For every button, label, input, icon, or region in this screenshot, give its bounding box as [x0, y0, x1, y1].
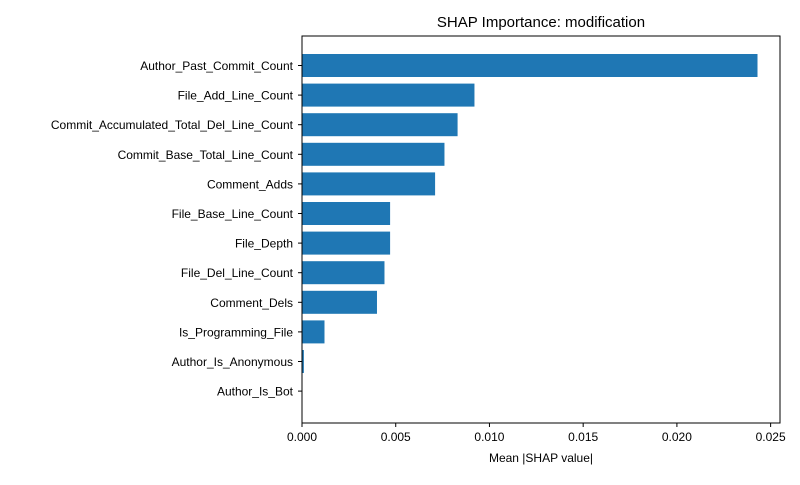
- x-tick-label: 0.005: [381, 430, 411, 444]
- bar-comment-dels: [302, 290, 377, 314]
- y-tick-label: Author_Past_Commit_Count: [140, 59, 293, 73]
- y-tick-label: File_Base_Line_Count: [172, 207, 294, 221]
- y-tick-label: File_Add_Line_Count: [178, 89, 294, 103]
- y-tick-label: Author_Is_Bot: [217, 385, 294, 399]
- y-tick-label: Comment_Adds: [207, 177, 293, 191]
- bar-is-programming-file: [302, 320, 325, 344]
- x-tick-label: 0.015: [568, 430, 598, 444]
- bar-commit-accumulated-total-del-line-count: [302, 113, 458, 137]
- y-tick-label: File_Del_Line_Count: [181, 266, 294, 280]
- chart-title: SHAP Importance: modification: [437, 14, 645, 31]
- bar-file-add-line-count: [302, 83, 475, 107]
- y-tick-label: Is_Programming_File: [179, 325, 293, 339]
- bars-group: [302, 54, 758, 373]
- bar-author-is-anonymous: [302, 350, 304, 373]
- x-tick-label: 0.010: [474, 430, 504, 444]
- y-axis: Author_Past_Commit_Count File_Add_Line_Co…: [51, 59, 302, 399]
- bar-commit-base-total-line-count: [302, 142, 445, 166]
- bar-file-depth: [302, 231, 391, 255]
- x-tick-label: 0.000: [287, 430, 317, 444]
- y-tick-label: Commit_Accumulated_Total_Del_Line_Count: [51, 118, 294, 132]
- x-tick-label: 0.025: [756, 430, 786, 444]
- x-axis: 0.000 0.005 0.010 0.015 0.020 0.025: [287, 423, 786, 444]
- x-axis-label: Mean |SHAP value|: [489, 451, 593, 465]
- bar-comment-adds: [302, 172, 436, 196]
- y-tick-label: Author_Is_Anonymous: [172, 355, 293, 369]
- bar-file-del-line-count: [302, 261, 385, 285]
- y-tick-label: Commit_Base_Total_Line_Count: [118, 148, 294, 162]
- y-tick-label: Comment_Dels: [210, 296, 293, 310]
- y-tick-label: File_Depth: [235, 237, 293, 251]
- bar-author-past-commit-count: [302, 54, 758, 77]
- x-tick-label: 0.020: [662, 430, 692, 444]
- bar-file-base-line-count: [302, 202, 391, 225]
- plot-frame: [301, 35, 781, 424]
